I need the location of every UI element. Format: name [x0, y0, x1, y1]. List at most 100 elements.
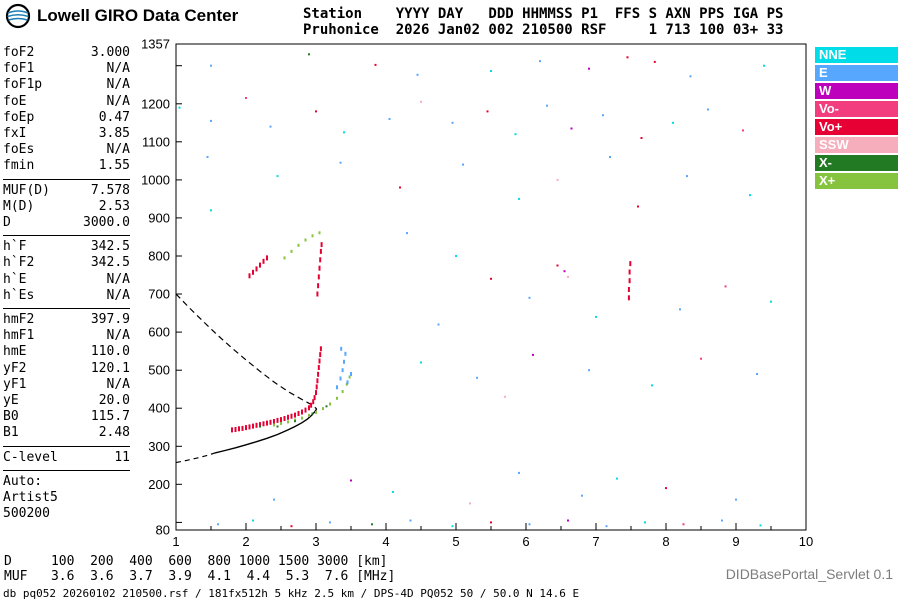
svg-text:800: 800	[148, 249, 170, 264]
param-label: M(D)	[3, 198, 35, 214]
param-label: fmin	[3, 158, 35, 174]
svg-text:9: 9	[732, 534, 739, 549]
param-label: foF1p	[3, 77, 43, 93]
param-value: 115.7	[90, 409, 130, 425]
svg-text:8: 8	[662, 534, 669, 549]
param-value: 3.000	[90, 45, 130, 60]
muf-row: MUF 3.6 3.6 3.7 3.9 4.1 4.4 5.3 7.6 [MHz…	[4, 568, 396, 584]
param-label: Artist5	[3, 490, 58, 506]
dmuf-table: D 100 200 400 600 800 1000 1500 3000 [km…	[4, 554, 396, 584]
separator	[3, 308, 130, 310]
param-label: C-level	[3, 449, 58, 465]
svg-text:900: 900	[148, 210, 170, 225]
param-label: D	[3, 215, 11, 231]
param-label: foEs	[3, 142, 35, 158]
svg-text:1100: 1100	[142, 134, 170, 149]
svg-text:3: 3	[312, 534, 319, 549]
param-value: 120.1	[90, 360, 130, 376]
param-row-fof1p: foF1p N/A	[3, 77, 130, 93]
param-row-ye: yE 20.0	[3, 393, 130, 409]
param-label: h`F2	[3, 255, 35, 271]
separator	[3, 445, 130, 447]
separator	[3, 469, 130, 471]
svg-text:2: 2	[242, 534, 249, 549]
param-label: h`F	[3, 239, 27, 255]
param-value: 3000.0	[83, 215, 130, 231]
param-value: 11	[114, 449, 130, 465]
svg-text:400: 400	[148, 401, 170, 416]
separator	[3, 235, 130, 237]
param-row-auto: Auto:	[3, 474, 130, 490]
param-value: N/A	[106, 93, 130, 109]
legend-item-x: X-	[815, 155, 898, 171]
svg-text:4: 4	[382, 534, 389, 549]
param-label: Auto:	[3, 473, 43, 489]
param-row-fof1: foF1 N/A	[3, 61, 130, 77]
param-value: N/A	[106, 376, 130, 392]
param-row-yf1: yF1 N/A	[3, 377, 130, 393]
param-value: N/A	[106, 287, 130, 303]
station-header-fields: Station YYYY DAY DDD HHMMSS P1 FFS S AXN…	[303, 6, 784, 22]
param-row-b0: B0 115.7	[3, 409, 130, 425]
param-row-hes: h`Es N/A	[3, 288, 130, 304]
param-row-hf2: h`F2 342.5	[3, 255, 130, 271]
param-label: B0	[3, 409, 19, 425]
param-row-artist5: Artist5	[3, 490, 130, 506]
svg-text:80: 80	[156, 523, 170, 538]
param-row-foe: foE N/A	[3, 94, 130, 110]
parameter-panel: foF2 3.000 foF1 N/A foF1p N/A foE N/A foEp 0.47 fx…	[3, 45, 130, 522]
param-row-hmf1: hmF1 N/A	[3, 328, 130, 344]
param-value: 2.53	[98, 198, 130, 214]
param-value: 110.0	[90, 344, 130, 360]
svg-text:7: 7	[592, 534, 599, 549]
param-value: 342.5	[90, 255, 130, 271]
param-label: foEp	[3, 109, 35, 125]
param-label: hmE	[3, 344, 27, 360]
servlet-version-label: DIDBasePortal_Servlet 0.1	[725, 566, 893, 582]
param-value: 2.48	[98, 425, 130, 441]
svg-text:10: 10	[799, 534, 813, 549]
param-value: N/A	[106, 77, 130, 93]
param-label: foF2	[3, 45, 35, 60]
svg-text:1200: 1200	[141, 96, 170, 111]
svg-text:200: 200	[148, 477, 170, 492]
param-row-clevel: C-level 11	[3, 450, 130, 466]
param-row-he: h`E N/A	[3, 272, 130, 288]
param-row-fmin: fmin 1.55	[3, 158, 130, 174]
param-label: yF2	[3, 360, 27, 376]
param-value: 7.578	[90, 182, 130, 198]
param-label: fxI	[3, 126, 27, 142]
param-value: 342.5	[90, 239, 130, 255]
separator	[3, 178, 130, 180]
legend-item-x: X+	[815, 173, 898, 189]
param-value: 397.9	[90, 312, 130, 328]
param-row-hme: hmE 110.0	[3, 344, 130, 360]
param-value: N/A	[106, 328, 130, 344]
measurement-footer: db pq052 20260102 210500.rsf / 181fx512h…	[3, 587, 580, 600]
param-value: N/A	[106, 61, 130, 77]
param-row-foep: foEp 0.47	[3, 110, 130, 126]
param-row-d: D 3000.0	[3, 215, 130, 231]
param-row-fxi: fxI 3.85	[3, 126, 130, 142]
param-label: MUF(D)	[3, 182, 50, 198]
legend-item-vo: Vo-	[815, 101, 898, 117]
param-label: yF1	[3, 376, 27, 392]
param-row-fof2: foF2 3.000	[3, 45, 130, 61]
legend-item-vo: Vo+	[815, 119, 898, 135]
svg-text:6: 6	[522, 534, 529, 549]
giro-logo-icon	[5, 3, 31, 29]
param-row-hf: h`F 342.5	[3, 239, 130, 255]
svg-text:500: 500	[148, 363, 170, 378]
param-value: 3.85	[98, 126, 130, 142]
param-row-b1: B1 2.48	[3, 425, 130, 441]
svg-text:1: 1	[172, 534, 179, 549]
param-row-hmf2: hmF2 397.9	[3, 312, 130, 328]
param-value: N/A	[106, 142, 130, 158]
param-row-md: M(D) 2.53	[3, 199, 130, 215]
svg-text:300: 300	[148, 439, 170, 454]
param-label: foE	[3, 93, 27, 109]
param-row-mufd: MUF(D) 7.578	[3, 183, 130, 199]
svg-text:700: 700	[148, 287, 170, 302]
legend-item-e: E	[815, 65, 898, 81]
